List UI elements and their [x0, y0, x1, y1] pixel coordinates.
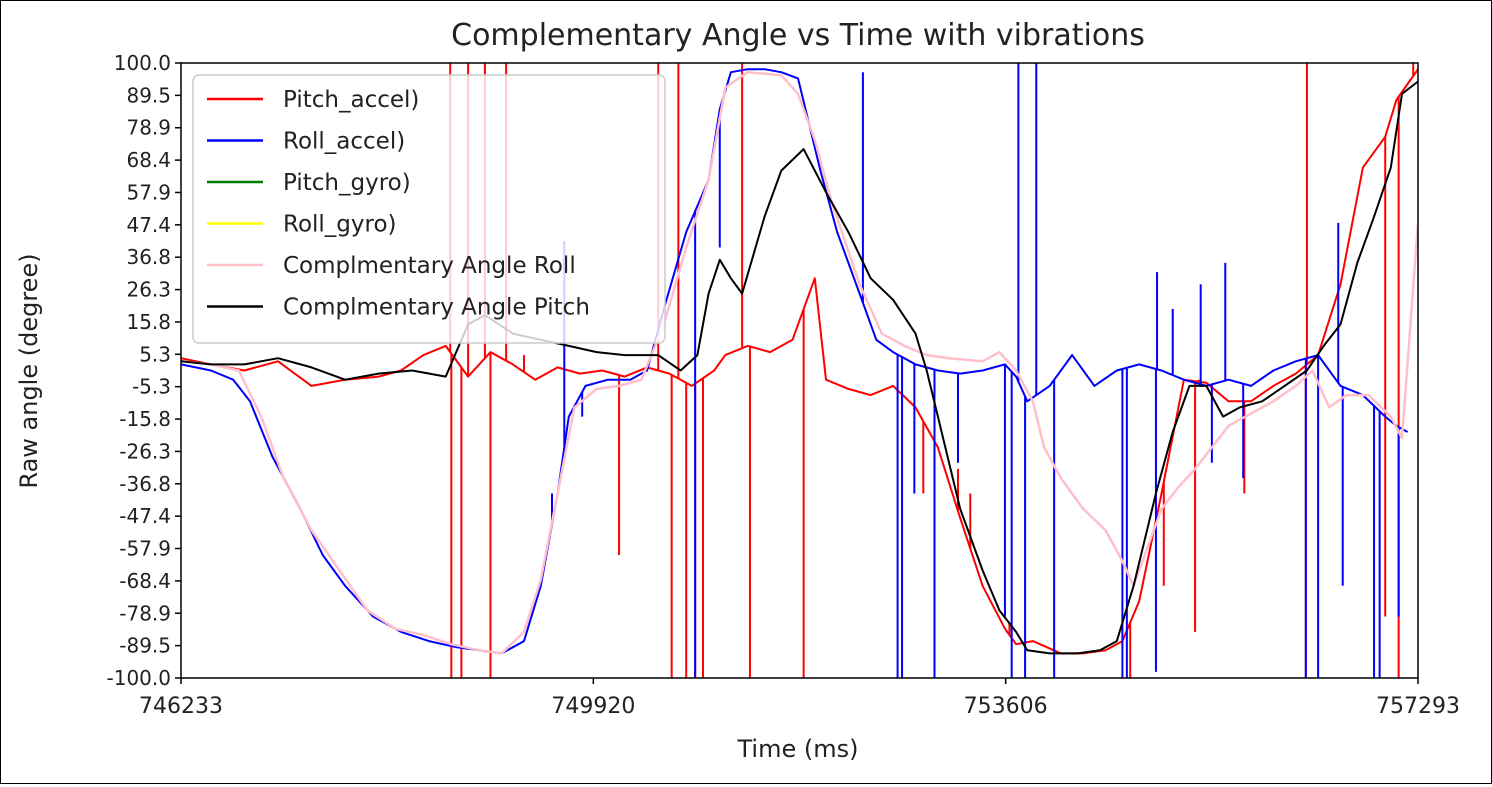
legend: Pitch_accel) Roll_accel) Pitch_gyro) Roll_g…: [192, 74, 666, 344]
y-tick-label: 15.8: [126, 310, 171, 334]
legend-box: [192, 74, 666, 344]
series-line-roll-accel: [181, 68, 1409, 655]
y-tick-label: 57.9: [126, 180, 171, 204]
y-tick-label: 26.3: [126, 278, 171, 302]
y-tick-label: -47.4: [119, 504, 171, 528]
y-tick-label: 89.5: [126, 83, 171, 107]
legend-label: Complmentary Angle Roll: [283, 253, 576, 279]
y-tick-label: 68.4: [126, 148, 171, 172]
x-tick-label: 753606: [964, 694, 1048, 719]
legend-label: Roll_gyro): [283, 212, 397, 238]
y-tick-label: -36.8: [119, 472, 171, 496]
y-tick-label: -5.3: [132, 375, 171, 399]
y-tick-label: -68.4: [119, 569, 171, 593]
legend-label: Roll_accel): [283, 129, 405, 155]
y-tick-label: 36.8: [126, 245, 171, 269]
y-tick-label: 5.3: [139, 342, 171, 366]
y-tick-label: 78.9: [126, 116, 171, 140]
y-tick-label: -100.0: [107, 666, 171, 690]
y-axis-label: Raw angle (degree): [15, 253, 43, 488]
legend-label: Pitch_gyro): [283, 170, 411, 196]
y-tick-label: -78.9: [119, 601, 171, 625]
ticks-layer: 100.0 89.5 78.9 68.4 57.9 47.4 36.8 26.3 15.8 5.3…: [107, 51, 1460, 719]
plot-area: [180, 62, 1419, 679]
legend-label: Complmentary Angle Pitch: [283, 295, 590, 321]
y-tick-label: 100.0: [114, 51, 171, 75]
series-line-complmentary-angle-roll: [181, 70, 1418, 655]
x-axis-label: Time (ms): [737, 735, 859, 763]
y-tick-label: -57.9: [119, 537, 171, 561]
x-tick-label: 746233: [139, 694, 223, 719]
chart-title: Complementary Angle vs Time with vibrati…: [451, 18, 1145, 53]
y-tick-label: -89.5: [119, 634, 171, 658]
x-tick-label: 757293: [1376, 694, 1460, 719]
x-tick-label: 749920: [551, 694, 635, 719]
legend-label: Pitch_accel): [283, 87, 419, 113]
y-tick-label: 47.4: [126, 213, 171, 237]
y-tick-label: -15.8: [119, 407, 171, 431]
y-tick-label: -26.3: [119, 439, 171, 463]
